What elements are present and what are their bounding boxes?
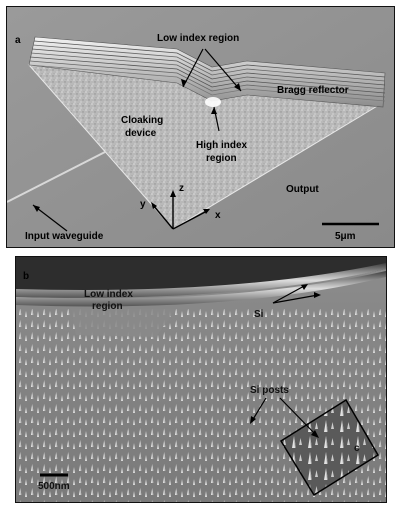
inset-letter-c: c (354, 443, 360, 454)
sem-image-a: a Low index region Bragg reflector Cloak… (7, 7, 394, 247)
si-strip-1 (16, 263, 386, 298)
arrow-si-2 (272, 294, 319, 304)
bragg-reflector-stripes (28, 36, 386, 108)
arrow-input (32, 204, 68, 232)
high-index-spot (205, 97, 221, 107)
axis-y-label: y (140, 199, 146, 210)
low-index-clear-area (71, 309, 176, 337)
arrow-si-posts-2 (279, 397, 317, 436)
panel-b: b Low index region Si Si posts c 500nm (15, 256, 387, 503)
label-cloaking-1: Cloaking (121, 115, 163, 126)
label-si: Si (254, 309, 264, 320)
label-cloaking-2: device (125, 128, 157, 139)
label-si-posts: Si posts (250, 385, 289, 396)
axis-z-label: z (179, 183, 184, 194)
label-output: Output (286, 184, 319, 195)
label-high-index-1: High index (196, 140, 248, 151)
arrow-si-1 (272, 284, 307, 304)
sem-image-b: b Low index region Si Si posts c 500nm (16, 257, 386, 502)
panel-letter-a: a (15, 35, 21, 46)
panel-a: a Low index region Bragg reflector Cloak… (6, 6, 395, 248)
arrow-low-index-right (204, 48, 242, 92)
label-bragg-reflector: Bragg reflector (277, 85, 349, 96)
label-high-index-2: region (206, 153, 237, 164)
axes-triad (152, 193, 208, 230)
si-strip-2 (16, 271, 386, 307)
inset-c (279, 398, 380, 497)
axis-x-label: x (215, 210, 221, 221)
label-scale-a: 5μm (335, 231, 356, 242)
panel-letter-b: b (23, 271, 29, 282)
arrow-low-index-left (182, 48, 204, 88)
arrow-si-posts-1 (251, 397, 267, 422)
label-low-index-2: region (92, 301, 123, 312)
top-dark-region (16, 257, 386, 298)
input-waveguide-line (7, 151, 106, 203)
label-input-waveguide: Input waveguide (25, 231, 104, 242)
label-low-index-region: Low index region (157, 33, 239, 44)
label-low-index-1: Low index (84, 289, 133, 300)
label-scale-b: 500nm (38, 481, 70, 492)
